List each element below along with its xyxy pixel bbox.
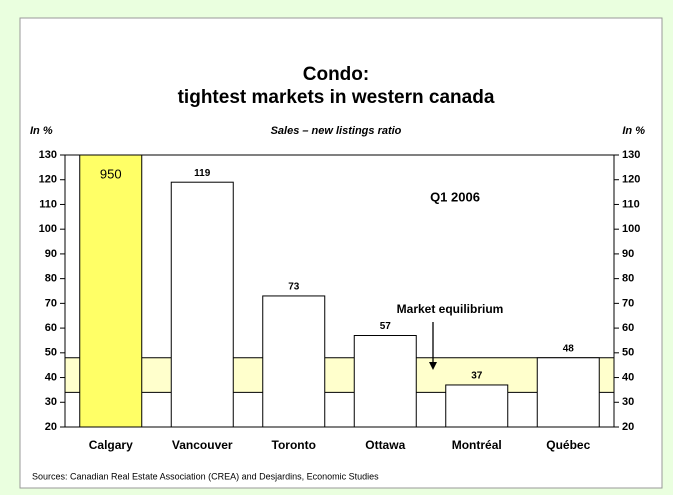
bar: [79, 155, 143, 427]
bar: [170, 181, 234, 427]
arrow-head: [429, 362, 437, 370]
value-label: 37: [471, 371, 483, 382]
x-tick-label: Ottawa: [365, 438, 405, 452]
subtitle: Sales – new listings ratio: [271, 125, 402, 137]
y-tick-label: 60: [45, 322, 57, 334]
y2-tick-label: 110: [622, 198, 640, 210]
y-tick-label: 130: [39, 149, 57, 161]
x-tick-label: Québec: [546, 438, 590, 452]
source: Sources: Canadian Real Estate Associatio…: [32, 471, 379, 481]
plot: Calgary 950 Vancouver 119 Toronto 73 Ottawa 57 M…: [39, 149, 641, 452]
y-tick-label: 90: [45, 248, 57, 260]
value-label: 73: [288, 282, 300, 293]
x-tick-label: Montréal: [452, 438, 502, 452]
y2-tick-label: 30: [622, 396, 634, 408]
bar: [536, 357, 600, 427]
bar: [262, 295, 326, 427]
bar: [445, 384, 509, 427]
y2-tick-label: 60: [622, 322, 634, 334]
y-tick-label: 100: [39, 223, 57, 235]
y2-tick-label: 90: [622, 248, 634, 260]
y-tick-label: 50: [45, 347, 57, 359]
y-tick-label: 30: [45, 396, 57, 408]
value-label: 48: [563, 343, 575, 354]
y-tick-label: 120: [39, 174, 57, 186]
bar: [353, 335, 417, 427]
value-label: 950: [100, 166, 122, 181]
y-axis-label: In %: [30, 125, 53, 137]
y-tick-label: 20: [45, 421, 57, 433]
x-tick-label: Toronto: [272, 438, 316, 452]
y2-tick-label: 100: [622, 223, 640, 235]
y-tick-label: 40: [45, 371, 57, 383]
equilibrium-band: [65, 357, 614, 393]
chart-title: tightest markets in western canada: [178, 87, 495, 108]
annotation: Q1 2006: [430, 189, 480, 204]
y2-tick-label: 40: [622, 371, 634, 383]
y-tick-label: 110: [39, 198, 57, 210]
value-label: 119: [194, 168, 211, 179]
y2-tick-label: 130: [622, 149, 640, 161]
y2-tick-label: 80: [622, 273, 634, 285]
annotation: Market equilibrium: [397, 302, 504, 316]
y2-tick-label: 20: [622, 421, 634, 433]
value-label: 57: [380, 321, 392, 332]
x-tick-label: Vancouver: [172, 438, 233, 452]
y2-tick-label: 120: [622, 174, 640, 186]
y-tick-label: 80: [45, 273, 57, 285]
y-tick-label: 70: [45, 297, 57, 309]
y2-tick-label: 50: [622, 347, 634, 359]
y2-axis-label: In %: [622, 125, 645, 137]
x-tick-label: Calgary: [89, 438, 133, 452]
y2-tick-label: 70: [622, 297, 634, 309]
plot-frame: [64, 154, 615, 428]
chart-title: Condo:: [303, 64, 369, 85]
